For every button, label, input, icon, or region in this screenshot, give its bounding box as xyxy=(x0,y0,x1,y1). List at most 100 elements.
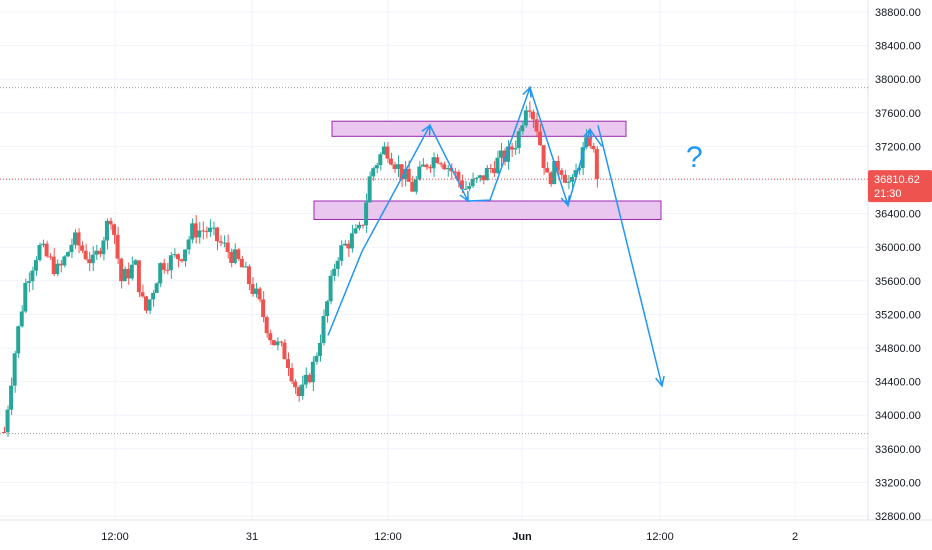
candle-body xyxy=(168,255,173,271)
candle-body xyxy=(271,340,276,346)
candle-body xyxy=(385,146,390,159)
candle-body xyxy=(307,374,312,383)
pattern-path[interactable] xyxy=(327,85,603,336)
candle-body xyxy=(406,168,411,182)
candle-body xyxy=(76,232,81,246)
candle-body xyxy=(19,311,24,327)
candle-body xyxy=(165,269,170,271)
candle-body xyxy=(541,145,546,169)
candle-body xyxy=(527,110,532,112)
candle-body xyxy=(452,171,457,173)
candle-body xyxy=(190,223,195,240)
candle-body xyxy=(587,137,592,146)
candle-body xyxy=(33,260,38,271)
candle-body xyxy=(147,299,152,311)
y-tick-label: 34400.00 xyxy=(875,377,921,389)
candle-body xyxy=(499,150,503,158)
candle-body xyxy=(136,260,141,293)
candle-body xyxy=(69,244,74,253)
candle-body xyxy=(112,224,117,235)
candle-body xyxy=(342,243,347,246)
candle-body xyxy=(65,252,70,257)
candle-body xyxy=(502,150,507,162)
y-tick-label: 37600.00 xyxy=(875,108,921,120)
y-tick-label: 34800.00 xyxy=(875,343,921,355)
candle-body xyxy=(268,333,273,341)
candle-body xyxy=(495,157,500,174)
x-tick-label: 12:00 xyxy=(101,531,129,543)
candle-body xyxy=(80,245,85,251)
candle-body xyxy=(179,259,184,262)
candle-body xyxy=(9,385,14,410)
candle-body xyxy=(335,260,340,269)
candle-body xyxy=(122,268,127,282)
candle-body xyxy=(449,167,454,172)
candle-body xyxy=(349,233,354,249)
candle-body xyxy=(396,164,401,169)
candle-body xyxy=(445,167,450,170)
candle-body xyxy=(101,240,106,255)
candle-body xyxy=(538,131,543,146)
candle-body xyxy=(438,163,443,165)
candle-body xyxy=(158,263,163,284)
candle-body xyxy=(115,234,120,259)
candle-body xyxy=(51,256,56,275)
current-price-label: 36810.62 xyxy=(874,174,920,186)
candle-body xyxy=(282,342,287,360)
candle-body xyxy=(41,243,46,246)
candle-body xyxy=(559,170,564,175)
candle-body xyxy=(243,266,248,268)
candle-body xyxy=(417,166,422,180)
candle-body xyxy=(215,227,219,242)
arrowhead-down xyxy=(655,375,665,388)
candle-body xyxy=(332,268,337,276)
candle-body xyxy=(23,282,28,312)
candle-body xyxy=(12,353,17,386)
y-tick-label: 33200.00 xyxy=(875,477,921,489)
candle-body xyxy=(278,341,283,343)
candle-body xyxy=(534,119,539,132)
candle-body xyxy=(442,164,447,170)
candle-body xyxy=(303,374,308,385)
y-tick-label: 34000.00 xyxy=(875,410,921,422)
candle-body xyxy=(133,260,138,265)
y-tick-label: 35200.00 xyxy=(875,309,921,321)
candle-body xyxy=(119,258,124,282)
candle-body xyxy=(491,168,496,174)
candle-body xyxy=(286,359,290,369)
candle-body xyxy=(328,275,333,302)
candle-body xyxy=(317,342,322,356)
x-tick-label: 12:00 xyxy=(374,531,402,543)
candle-body xyxy=(477,175,482,178)
current-price-badge[interactable] xyxy=(868,170,932,203)
candle-body xyxy=(520,125,525,132)
projection-arrow-line[interactable] xyxy=(597,125,663,386)
candle-body xyxy=(431,157,436,169)
candle-body xyxy=(506,146,511,162)
candle-body xyxy=(555,160,560,171)
candle-body xyxy=(360,224,365,226)
candle-body xyxy=(154,283,159,293)
candle-body xyxy=(566,181,571,183)
candle-body xyxy=(474,177,479,179)
candle-body xyxy=(26,281,31,283)
arrowhead-up-2 xyxy=(522,85,532,98)
candle-body xyxy=(87,259,92,264)
candle-body xyxy=(151,292,156,300)
candle-body xyxy=(310,361,315,383)
candle-body xyxy=(83,250,88,260)
candle-body xyxy=(580,147,585,169)
y-tick-label: 32800.00 xyxy=(875,511,921,523)
candle-body xyxy=(204,231,209,233)
resistance-zone[interactable] xyxy=(331,120,627,137)
candle-body xyxy=(371,168,376,177)
candle-body xyxy=(229,252,234,264)
candle-body xyxy=(211,227,216,229)
candle-body xyxy=(30,270,35,282)
y-tick-label: 33600.00 xyxy=(875,444,921,456)
candle-body xyxy=(378,154,383,166)
candle-body xyxy=(346,243,351,249)
candle-body xyxy=(353,228,358,234)
candle-body xyxy=(225,242,230,253)
